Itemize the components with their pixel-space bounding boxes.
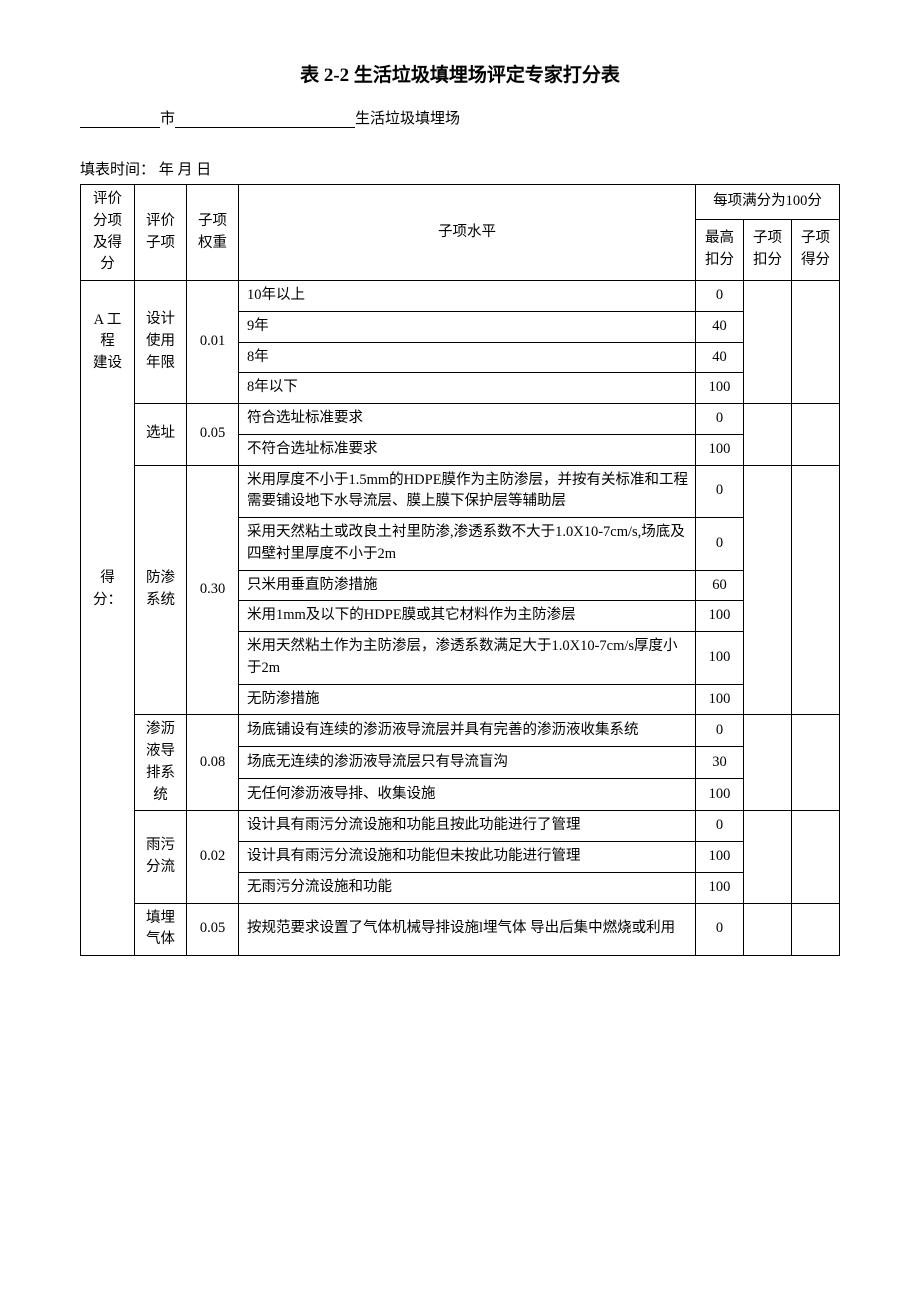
sub-design-life: 设计使用年限 xyxy=(135,281,187,404)
level-max: 30 xyxy=(695,747,743,779)
scoring-table: 评价分项及得分 评价子项 子项权重 子项水平 每项满分为100分 最高扣分 子项… xyxy=(80,184,840,956)
level-desc: 8年 xyxy=(239,342,696,373)
category-cont xyxy=(81,715,135,811)
level-desc: 场底无连续的渗沥液导流层只有导流盲沟 xyxy=(239,747,696,779)
level-max: 100 xyxy=(695,632,743,685)
deduction-cell[interactable] xyxy=(743,715,791,811)
level-max: 100 xyxy=(695,434,743,465)
level-desc: 米用1mm及以下的HDPE膜或其它材料作为主防渗层 xyxy=(239,601,696,632)
deduction-cell[interactable] xyxy=(743,281,791,404)
level-desc: 不符合选址标准要求 xyxy=(239,434,696,465)
score-cell[interactable] xyxy=(791,903,839,956)
level-max: 100 xyxy=(695,842,743,873)
level-max: 0 xyxy=(695,715,743,747)
deduction-cell[interactable] xyxy=(743,465,791,715)
level-max: 0 xyxy=(695,465,743,518)
score-cell[interactable] xyxy=(791,715,839,811)
level-max: 0 xyxy=(695,903,743,956)
level-max: 0 xyxy=(695,404,743,435)
level-max: 100 xyxy=(695,601,743,632)
header-col4: 子项水平 xyxy=(239,185,696,281)
level-desc: 9年 xyxy=(239,311,696,342)
category-cont xyxy=(81,811,135,903)
score-cell[interactable] xyxy=(791,281,839,404)
level-desc: 只米用垂直防渗措施 xyxy=(239,570,696,601)
site-label: 生活垃圾填埋场 xyxy=(355,111,460,127)
deduction-cell[interactable] xyxy=(743,811,791,903)
score-cell[interactable] xyxy=(791,465,839,715)
header-col1: 评价分项及得分 xyxy=(81,185,135,281)
sub-leachate: 渗沥液导排系统 xyxy=(135,715,187,811)
city-label: 市 xyxy=(160,111,175,127)
header-col5: 最高扣分 xyxy=(695,220,743,281)
level-desc: 无雨污分流设施和功能 xyxy=(239,872,696,903)
score-cell[interactable] xyxy=(791,404,839,466)
header-col3: 子项权重 xyxy=(187,185,239,281)
weight-gas: 0.05 xyxy=(187,903,239,956)
category-A-cont xyxy=(81,404,135,466)
level-max: 100 xyxy=(695,872,743,903)
header-col6: 子项扣分 xyxy=(743,220,791,281)
level-desc: 设计具有雨污分流设施和功能但未按此功能进行管理 xyxy=(239,842,696,873)
fill-time-label: 填表时间： 年 月 日 xyxy=(80,158,840,179)
page-title: 表 2-2 生活垃圾填埋场评定专家打分表 xyxy=(80,60,840,87)
level-max: 60 xyxy=(695,570,743,601)
level-desc: 10年以上 xyxy=(239,281,696,312)
subtitle-line: 市 生活垃圾填埋场 xyxy=(80,107,840,128)
level-desc: 场底铺设有连续的渗沥液导流层并具有完善的渗沥液收集系统 xyxy=(239,715,696,747)
level-desc: 设计具有雨污分流设施和功能且按此功能进行了管理 xyxy=(239,811,696,842)
level-desc: 米用厚度不小于1.5mm的HDPE膜作为主防渗层，并按有关标准和工程需要铺设地下… xyxy=(239,465,696,518)
level-desc: 8年以下 xyxy=(239,373,696,404)
level-desc: 符合选址标准要求 xyxy=(239,404,696,435)
level-max: 40 xyxy=(695,342,743,373)
deduction-cell[interactable] xyxy=(743,903,791,956)
sub-seepage: 防渗系统 xyxy=(135,465,187,715)
category-score: 得分： xyxy=(81,465,135,715)
sub-site: 选址 xyxy=(135,404,187,466)
category-cont xyxy=(81,903,135,956)
deduction-cell[interactable] xyxy=(743,404,791,466)
level-max: 100 xyxy=(695,373,743,404)
city-blank[interactable] xyxy=(80,110,160,128)
level-max: 40 xyxy=(695,311,743,342)
level-max: 100 xyxy=(695,779,743,811)
level-desc: 无防渗措施 xyxy=(239,684,696,715)
sub-rain: 雨污分流 xyxy=(135,811,187,903)
site-blank[interactable] xyxy=(175,110,355,128)
level-desc: 采用天然粘土或改良土衬里防渗,渗透系数不大于1.0X10-7cm/s,场底及四壁… xyxy=(239,518,696,571)
level-desc: 按规范要求设置了气体机械导排设施l埋气体 导出后集中燃烧或利用 xyxy=(239,903,696,956)
score-cell[interactable] xyxy=(791,811,839,903)
weight-rain: 0.02 xyxy=(187,811,239,903)
level-desc: 米用天然粘土作为主防渗层，渗透系数满足大于1.0X10-7cm/s厚度小于2m xyxy=(239,632,696,685)
weight-design-life: 0.01 xyxy=(187,281,239,404)
level-max: 100 xyxy=(695,684,743,715)
sub-gas: 填埋气体 xyxy=(135,903,187,956)
header-col7: 子项得分 xyxy=(791,220,839,281)
header-score: 每项满分为100分 xyxy=(695,185,839,220)
header-col2: 评价子项 xyxy=(135,185,187,281)
level-desc: 无任何渗沥液导排、收集设施 xyxy=(239,779,696,811)
weight-seepage: 0.30 xyxy=(187,465,239,715)
level-max: 0 xyxy=(695,811,743,842)
weight-leachate: 0.08 xyxy=(187,715,239,811)
level-max: 0 xyxy=(695,518,743,571)
weight-site: 0.05 xyxy=(187,404,239,466)
level-max: 0 xyxy=(695,281,743,312)
category-A: A 工程 建设 xyxy=(81,281,135,404)
